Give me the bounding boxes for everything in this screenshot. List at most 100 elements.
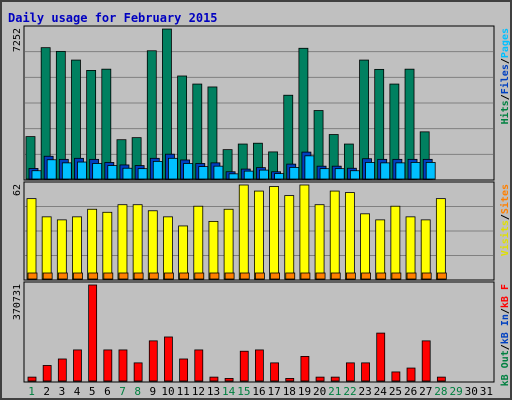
panel-top-max-label: 7252 [12, 28, 23, 52]
bar-sites-day-9 [148, 272, 159, 280]
x-tick-label-26: 26 [404, 385, 417, 398]
x-tick-label-14: 14 [222, 385, 236, 398]
x-tick-label-30: 30 [465, 385, 478, 398]
bar-sites-day-23 [361, 272, 371, 280]
bar-sites-day-22 [345, 272, 356, 280]
bar-kb-f-day-1 [27, 376, 37, 382]
x-tick-label-16: 16 [252, 385, 265, 398]
x-tick-label-13: 13 [207, 385, 220, 398]
legend-separator: / [500, 308, 511, 314]
bar-kb-f-day-5 [88, 284, 98, 382]
bar-visits-day-14 [223, 208, 234, 280]
bar-visits-day-20 [314, 204, 325, 280]
bar-sites-day-11 [179, 272, 190, 280]
bar-visits-day-28 [435, 198, 446, 280]
bar-visits-day-18 [284, 195, 295, 280]
bar-pages-day-3 [61, 162, 72, 180]
bar-visits-day-13 [208, 220, 219, 280]
bar-kb-f-day-9 [148, 340, 158, 382]
bar-visits-day-7 [117, 204, 128, 280]
bar-visits-day-19 [299, 184, 310, 280]
bar-kb-f-day-21 [330, 376, 340, 382]
bar-pages-day-24 [380, 162, 391, 180]
bar-visits-day-26 [405, 216, 416, 280]
bar-pages-day-13 [213, 165, 224, 180]
x-tick-label-15: 15 [237, 385, 250, 398]
bar-kb-f-day-4 [73, 349, 82, 382]
legend-entry: kB Out [500, 350, 511, 386]
bar-visits-day-1 [26, 198, 37, 280]
bar-sites-day-17 [270, 272, 280, 280]
bar-pages-day-17 [274, 173, 284, 180]
bar-pages-day-16 [259, 169, 269, 180]
bar-kb-f-day-3 [57, 358, 67, 382]
panel-top-legend: Hits/Files/Pages [499, 28, 511, 124]
x-tick-label-2: 2 [43, 385, 50, 398]
x-tick-label-19: 19 [298, 385, 311, 398]
bar-visits-day-25 [390, 205, 401, 280]
bar-visits-day-21 [329, 190, 340, 280]
bar-sites-day-15 [239, 272, 250, 280]
x-tick-label-9: 9 [150, 385, 157, 398]
bar-pages-day-15 [243, 170, 254, 180]
x-tick-label-5: 5 [89, 385, 96, 398]
bar-sites-day-5 [88, 272, 99, 280]
bar-kb-f-day-7 [118, 349, 128, 382]
bar-kb-f-day-20 [315, 376, 325, 382]
bar-sites-day-1 [27, 272, 38, 280]
bar-kb-f-day-22 [345, 362, 355, 382]
bar-visits-day-27 [420, 219, 431, 280]
panel-middle: 62 Visits/Sites [12, 181, 511, 281]
bar-sites-day-16 [255, 272, 265, 280]
bar-pages-day-25 [395, 162, 406, 180]
bar-pages-day-27 [425, 162, 436, 180]
bar-visits-day-11 [178, 225, 189, 280]
bar-kb-f-day-12 [194, 349, 204, 382]
bar-pages-day-2 [46, 159, 57, 180]
bar-sites-day-25 [391, 272, 402, 280]
panel-top: 7252 Hits/Files/Pages [12, 25, 511, 181]
bar-kb-f-day-14 [224, 378, 234, 382]
bar-kb-f-day-15 [239, 350, 249, 382]
bar-sites-day-4 [73, 272, 83, 280]
panel-middle-max-label: 62 [12, 184, 23, 196]
bar-sites-day-3 [57, 272, 68, 280]
bar-sites-day-7 [118, 272, 129, 280]
bar-pages-day-11 [183, 163, 194, 180]
bar-kb-f-day-26 [406, 367, 416, 382]
bar-sites-day-8 [133, 272, 144, 280]
legend-entry: Visits [499, 220, 511, 256]
bar-kb-f-day-27 [421, 340, 431, 382]
bar-pages-day-14 [228, 173, 239, 180]
bar-pages-day-20 [319, 168, 330, 180]
x-tick-label-22: 22 [343, 385, 356, 398]
panel-middle-legend: Visits/Sites [499, 184, 511, 256]
legend-entry: Hits [499, 100, 511, 124]
bar-kb-f-day-25 [391, 371, 401, 382]
bar-kb-f-day-16 [255, 349, 264, 382]
bar-sites-day-28 [436, 272, 447, 280]
x-tick-label-12: 12 [192, 385, 205, 398]
x-tick-label-4: 4 [74, 385, 81, 398]
x-tick-label-10: 10 [161, 385, 174, 398]
bar-kb-f-day-8 [133, 362, 143, 382]
bar-pages-day-23 [365, 162, 375, 180]
bar-visits-day-24 [375, 219, 386, 280]
bar-visits-day-2 [41, 216, 52, 280]
bar-sites-day-26 [406, 272, 417, 280]
x-tick-label-23: 23 [359, 385, 372, 398]
bar-visits-day-8 [132, 204, 143, 280]
x-tick-label-31: 31 [480, 385, 493, 398]
bar-sites-day-21 [330, 272, 341, 280]
panel-bottom-max-label: 370731 [12, 284, 23, 320]
bar-sites-day-13 [209, 272, 220, 280]
bar-sites-day-18 [285, 272, 296, 280]
x-tick-label-6: 6 [104, 385, 111, 398]
bar-sites-day-24 [376, 272, 387, 280]
bar-sites-day-19 [300, 272, 311, 280]
x-tick-label-21: 21 [328, 385, 341, 398]
bar-pages-day-7 [122, 167, 133, 180]
legend-separator: / [500, 214, 511, 220]
bar-pages-day-4 [77, 161, 87, 180]
